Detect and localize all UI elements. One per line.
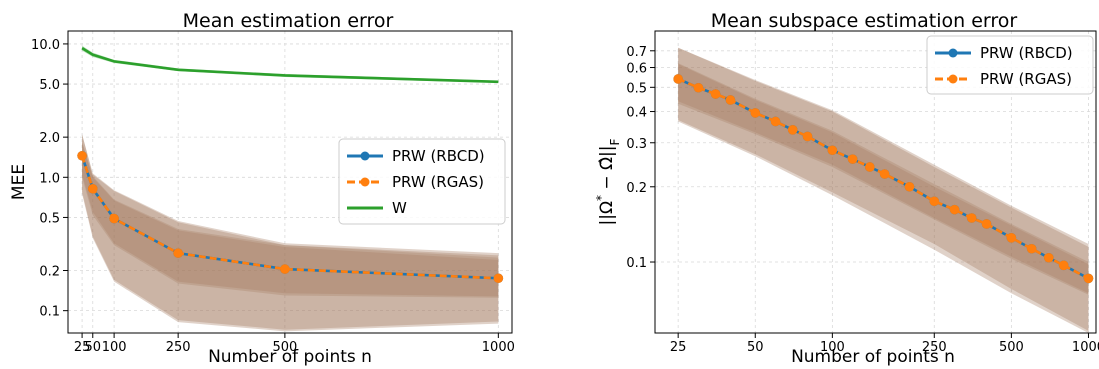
y-tick-label: 0.1 <box>626 256 647 271</box>
y-axis-ticks: 0.1 0.2 0.5 1.0 2.0 5.0 10.0 <box>31 38 68 320</box>
legend-label-rbcd: PRW (RBCD) <box>392 147 485 165</box>
y-tick-label: 0.5 <box>626 81 647 96</box>
y-tick-label: 0.2 <box>39 265 60 280</box>
x-tick-label: 250 <box>166 340 191 355</box>
data-point-rgas <box>904 181 915 192</box>
legend-marker-rgas <box>948 74 958 84</box>
legend-box <box>926 35 1094 95</box>
x-tick-label: 25 <box>74 340 91 355</box>
band-outer-rgas <box>678 47 1089 333</box>
y-tick-label: 10.0 <box>31 38 60 53</box>
y-tick-label: 0.7 <box>626 45 647 60</box>
data-point-rgas <box>725 95 736 105</box>
data-point-rgas <box>949 204 960 215</box>
data-point-rgas <box>493 273 504 284</box>
data-point-rgas <box>693 82 704 93</box>
legend: PRW (RBCD) PRW (RGAS) <box>926 35 1094 95</box>
legend-marker-rgas <box>360 177 370 187</box>
series-lines <box>673 74 1094 284</box>
series-line-rgas <box>677 77 1090 280</box>
x-axis-ticks: 25 50 100 250 500 1000 <box>670 333 1099 355</box>
y-tick-label: 0.5 <box>39 211 60 226</box>
band-outer-rbcd <box>678 47 1089 331</box>
data-point-rgas <box>87 183 98 194</box>
x-axis-label: Number of points n <box>208 347 372 367</box>
data-point-rgas <box>1058 260 1069 271</box>
data-point-rgas <box>864 162 875 172</box>
y-tick-label: 2.0 <box>39 131 60 146</box>
band-inner-rgas <box>82 141 499 298</box>
legend-label-rgas: PRW (RGAS) <box>392 173 484 191</box>
y-tick-label: 0.4 <box>626 106 647 121</box>
chart-title: Mean subspace estimation error <box>711 10 1018 32</box>
x-tick-label: 25 <box>670 340 687 355</box>
data-point-rgas <box>77 150 87 161</box>
x-tick-label: 100 <box>102 340 127 355</box>
x-tick-label: 1000 <box>482 340 515 355</box>
x-tick-label: 500 <box>272 340 297 355</box>
data-point-rgas <box>847 154 858 164</box>
data-point-rgas <box>1006 232 1017 243</box>
data-point-rgas <box>1083 273 1094 284</box>
y-tick-label: 1.0 <box>39 171 60 186</box>
legend-marker-rbcd <box>948 48 958 58</box>
data-point-rgas <box>673 74 683 84</box>
y-axis-ticks: 0.1 0.2 0.3 0.4 0.5 0.6 0.7 <box>626 45 655 271</box>
data-point-rgas <box>770 116 781 127</box>
x-tick-label: 100 <box>820 340 845 355</box>
legend-label-rgas: PRW (RGAS) <box>980 70 1072 88</box>
data-point-rgas <box>109 213 119 224</box>
data-point-rgas <box>710 89 721 99</box>
data-point-rgas <box>750 108 761 118</box>
data-point-rgas <box>1026 243 1037 254</box>
y-tick-label: 0.2 <box>626 181 647 196</box>
series-lines <box>77 47 504 284</box>
data-point-rgas <box>827 145 838 156</box>
data-point-rgas <box>173 248 183 258</box>
legend-label-rbcd: PRW (RBCD) <box>980 44 1073 62</box>
y-tick-label: 5.0 <box>39 78 60 93</box>
y-axis-label: MEE <box>9 164 29 200</box>
data-point-rgas <box>802 131 813 142</box>
x-tick-label: 50 <box>84 340 101 355</box>
series-line-w <box>81 47 499 84</box>
band-outer-rbcd <box>82 134 499 330</box>
chart-title: Mean estimation error <box>183 10 394 32</box>
x-tick-label: 500 <box>999 340 1024 355</box>
data-point-rgas <box>787 125 798 135</box>
data-point-rgas <box>879 169 890 179</box>
data-point-rgas <box>966 213 977 223</box>
data-point-rgas <box>981 219 992 229</box>
plot-frame <box>654 30 1097 334</box>
data-point-rgas <box>1044 252 1054 263</box>
plot-frame <box>67 30 513 334</box>
y-tick-label: 0.3 <box>626 137 647 152</box>
x-tick-label: 1000 <box>1072 340 1099 355</box>
band-inner-rbcd <box>82 143 499 297</box>
legend-box <box>338 138 506 225</box>
x-axis-label: Number of points n <box>791 347 955 367</box>
mean-subspace-estimation-error-chart: Mean subspace estimation error 25 50 100 25… <box>594 10 1099 367</box>
data-point-rgas <box>280 264 290 274</box>
y-axis-label: ||Ω* − Ω̂||F <box>594 138 622 225</box>
band-inner-rgas <box>678 63 1089 295</box>
y-tick-label: 0.1 <box>39 305 60 320</box>
legend-label-w: W <box>392 199 407 217</box>
band-outer-rgas <box>82 134 499 332</box>
data-point-rgas <box>929 196 940 207</box>
legend: PRW (RBCD) PRW (RGAS) W <box>338 138 506 225</box>
legend-marker-rbcd <box>360 151 370 161</box>
y-tick-label: 0.6 <box>626 62 647 77</box>
series-line-rgas <box>80 155 499 280</box>
x-tick-label: 50 <box>747 340 764 355</box>
x-tick-label: 250 <box>922 340 947 355</box>
